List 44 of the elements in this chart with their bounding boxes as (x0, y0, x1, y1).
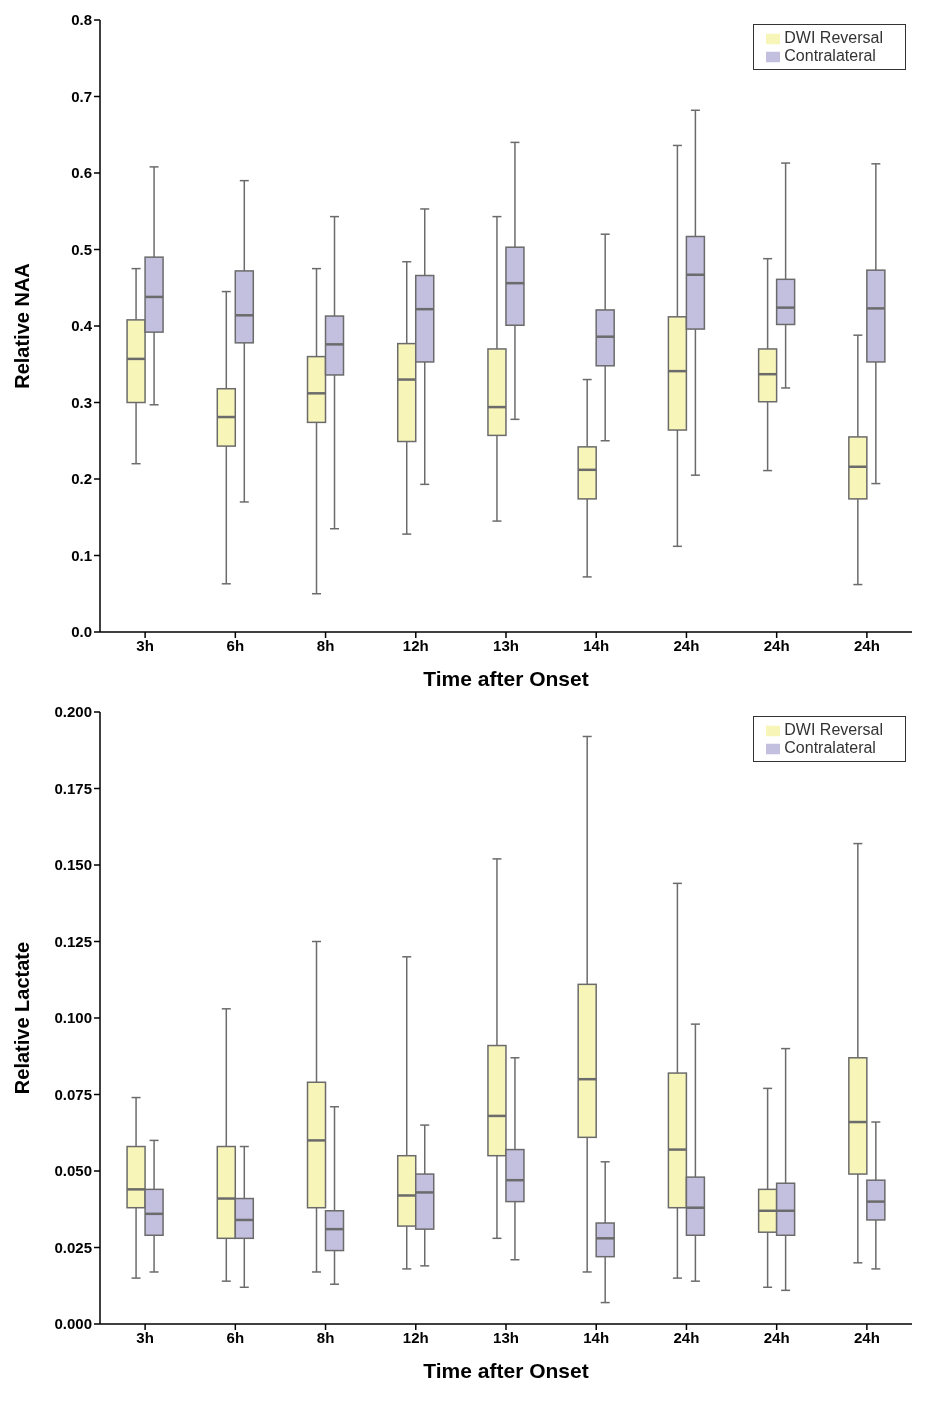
y-tick-label: 0.175 (54, 779, 92, 797)
x-tick-label: 6h (226, 636, 245, 654)
y-axis-title: Relative Lactate (11, 941, 34, 1095)
x-tick-label: 24h (673, 636, 700, 654)
y-tick-label: 0.200 (54, 703, 92, 721)
y-tick-label: 0.150 (54, 856, 92, 874)
y-tick-label: 0.025 (54, 1238, 92, 1256)
legend-label: DWI Reversal (784, 29, 883, 46)
y-tick-label: 0.075 (54, 1085, 92, 1103)
y-tick-label: 0.6 (71, 164, 92, 182)
y-tick-label: 0.000 (54, 1315, 92, 1333)
x-tick-label: 24h (763, 1328, 790, 1346)
y-tick-label: 0.0 (71, 623, 92, 641)
x-tick-label: 24h (853, 636, 880, 654)
x-tick-label: 14h (583, 636, 610, 654)
y-tick-label: 0.3 (71, 393, 92, 411)
x-tick-label: 24h (763, 636, 790, 654)
x-axis-title: Time after Onset (423, 667, 589, 690)
y-tick-label: 0.1 (71, 546, 92, 564)
x-tick-label: 12h (402, 1328, 429, 1346)
y-tick-label: 0.100 (54, 1009, 92, 1027)
x-tick-label: 3h (136, 636, 154, 654)
x-tick-label: 13h (493, 1328, 519, 1346)
x-tick-label: 14h (583, 1328, 610, 1346)
y-tick-label: 0.050 (54, 1162, 92, 1180)
x-tick-label: 8h (316, 1328, 335, 1346)
x-tick-label: 24h (853, 1328, 880, 1346)
x-tick-label: 12h (402, 636, 429, 654)
x-tick-label: 24h (673, 1328, 700, 1346)
x-tick-label: 13h (493, 636, 519, 654)
x-tick-label: 8h (316, 636, 335, 654)
legend-label: Contralateral (784, 47, 876, 64)
y-tick-label: 0.4 (71, 317, 93, 335)
y-tick-label: 0.125 (54, 932, 92, 950)
x-tick-label: 6h (226, 1328, 245, 1346)
x-tick-label: 3h (136, 1328, 154, 1346)
y-tick-label: 0.2 (71, 470, 92, 488)
y-tick-label: 0.8 (71, 11, 92, 29)
y-tick-label: 0.7 (71, 87, 92, 105)
y-axis-title: Relative NAA (11, 263, 34, 389)
y-tick-label: 0.5 (71, 240, 92, 258)
legend-label: Contralateral (784, 739, 876, 756)
legend-label: DWI Reversal (784, 721, 883, 738)
x-axis-title: Time after Onset (423, 1359, 589, 1382)
